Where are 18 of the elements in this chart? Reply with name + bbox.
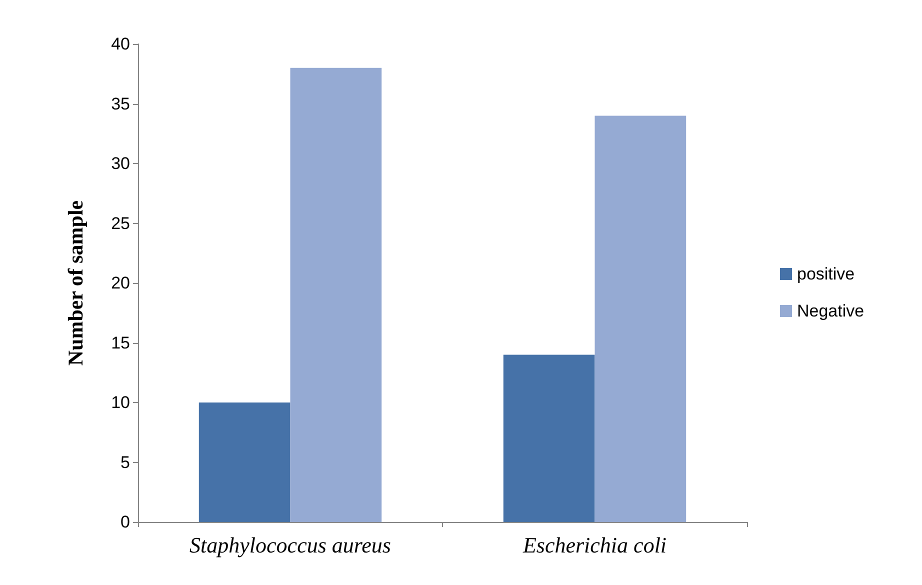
bar: [594, 116, 686, 522]
x-tick-label: Escherichia coli: [522, 532, 667, 558]
y-tick-label: 25: [111, 214, 130, 233]
bar: [198, 402, 290, 522]
y-tick-label: 30: [111, 154, 130, 173]
y-tick-label: 5: [120, 452, 130, 472]
bar: [503, 354, 595, 522]
bar: [290, 68, 382, 522]
legend-label: Negative: [797, 302, 864, 320]
legend-label: positive: [797, 264, 855, 284]
y-tick-label: 10: [111, 393, 130, 412]
y-tick-label: 0: [120, 512, 130, 532]
y-tick-label: 20: [111, 274, 130, 292]
y-tick-label: 15: [111, 333, 130, 352]
y-axis-title: Number of sample: [64, 200, 88, 366]
y-tick-label: 35: [111, 94, 130, 114]
x-tick-label: Staphylococcus aureus: [190, 532, 391, 558]
y-tick-label: 40: [111, 34, 130, 54]
